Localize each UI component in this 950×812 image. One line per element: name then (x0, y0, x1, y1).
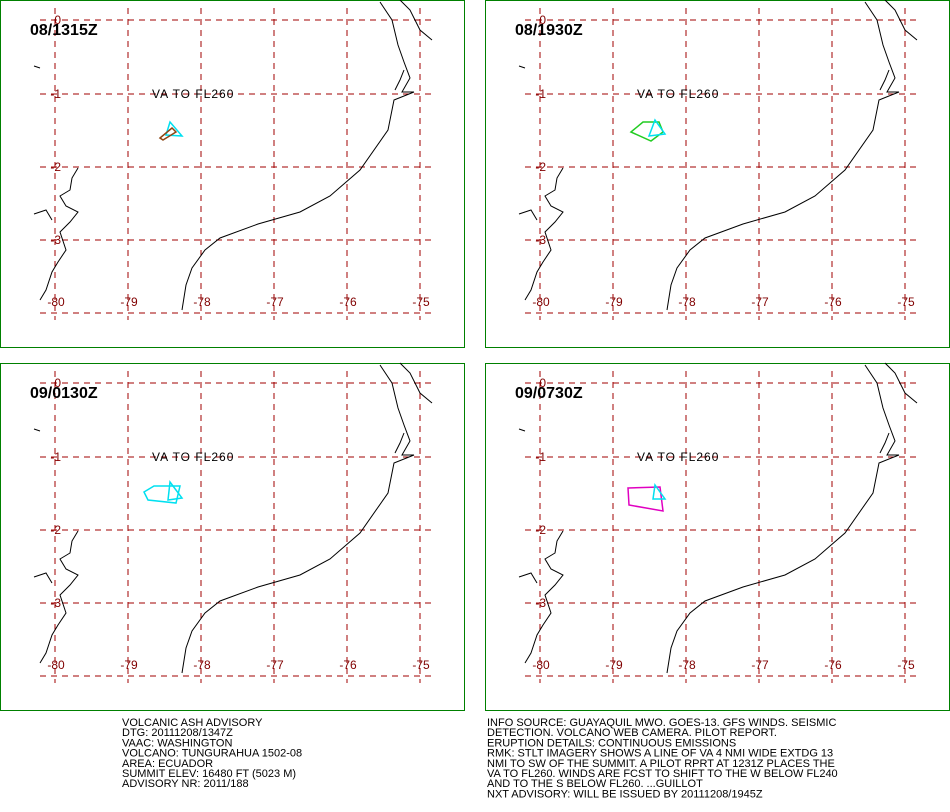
panel-time: 08/1930Z (515, 22, 583, 39)
panel-content (33, 362, 433, 683)
lon-label: -77 (266, 295, 284, 309)
ash-cloud (165, 120, 184, 137)
lat-label: 0 (539, 376, 546, 390)
lat-label: -3 (50, 596, 61, 610)
advisory-line: DETECTION. VOLCANO WEB CAMERA. PILOT REP… (487, 727, 777, 739)
coastline (518, 65, 564, 301)
lat-label: -2 (50, 160, 61, 174)
lon-label: -77 (751, 295, 769, 309)
panel-content (518, 0, 918, 320)
advisory-line: AND TO THE S BELOW FL260. ...GUILLOT (487, 778, 703, 790)
coastline (33, 428, 79, 664)
ash-cloud (158, 126, 178, 141)
lon-label: -80 (532, 295, 550, 309)
va-label: VA TO FL260 (637, 87, 719, 101)
lat-label: -1 (535, 450, 546, 464)
lon-label: -76 (824, 658, 842, 672)
panel-frame (485, 363, 950, 711)
coastline (181, 1, 415, 311)
lat-label: 0 (539, 13, 546, 27)
lon-label: -79 (120, 295, 138, 309)
lon-label: -79 (605, 658, 623, 672)
lat-label: 0 (54, 13, 61, 27)
panel-content (33, 0, 433, 320)
lon-label: -77 (266, 658, 284, 672)
lon-label: -75 (412, 295, 430, 309)
advisory-line: DTG: 20111208/1347Z (122, 727, 233, 739)
coastline (666, 1, 900, 311)
lat-label: -3 (535, 233, 546, 247)
panel-time: 08/1315Z (30, 22, 98, 39)
panel-frame (0, 0, 465, 348)
panel-time: 09/0730Z (515, 385, 583, 402)
advisory-line: ADVISORY NR: 2011/188 (122, 778, 249, 790)
ash-cloud (627, 486, 664, 512)
lon-label: -79 (120, 658, 138, 672)
ash-cloud (652, 483, 667, 500)
lon-label: -76 (824, 295, 842, 309)
ash-cloud (143, 485, 181, 504)
lon-label: -76 (339, 295, 357, 309)
va-label: VA TO FL260 (152, 87, 234, 101)
lon-label: -80 (47, 658, 65, 672)
advisory-line: INFO SOURCE: GUAYAQUIL MWO. GOES-13. GFS… (487, 717, 836, 729)
coastline (666, 364, 900, 674)
coastline (181, 364, 415, 674)
advisory-line: VOLCANIC ASH ADVISORY (122, 717, 263, 729)
ash-cloud (167, 480, 184, 501)
lat-label: -2 (535, 523, 546, 537)
advisory-line: NMI TO SW OF THE SUMMIT. A PILOT RPRT AT… (487, 758, 835, 770)
lon-label: -79 (605, 295, 623, 309)
panel-time: 09/0130Z (30, 385, 98, 402)
lon-label: -76 (339, 658, 357, 672)
lat-label: -2 (50, 523, 61, 537)
coastline (879, 0, 918, 91)
map-panel: 08/1315Z VA TO FL260 0 -1 -2 -3 -80 -79 -78 -77 -7… (0, 0, 465, 348)
map-panel: 09/0730Z VA TO FL260 0 -1 -2 -3 -80 -79 -78 -77 -7… (485, 362, 950, 711)
advisory-line: ERUPTION DETAILS: CONTINUOUS EMISSIONS (487, 737, 736, 749)
coastline (879, 362, 918, 454)
coastline (394, 362, 433, 454)
lat-label: -1 (50, 450, 61, 464)
advisory-line: AREA: ECUADOR (122, 758, 213, 770)
lat-label: -3 (535, 596, 546, 610)
ash-cloud (647, 118, 667, 137)
lat-label: -1 (535, 87, 546, 101)
va-label: VA TO FL260 (637, 450, 719, 464)
coastline (394, 0, 433, 91)
lat-label: -2 (535, 160, 546, 174)
lon-label: -77 (751, 658, 769, 672)
panel-frame (485, 0, 950, 348)
lon-label: -75 (897, 658, 915, 672)
panel-frame (0, 363, 465, 711)
lon-label: -78 (193, 658, 211, 672)
panel-content (518, 362, 918, 683)
va-label: VA TO FL260 (152, 450, 234, 464)
lat-label: -3 (50, 233, 61, 247)
advisory-line: NXT ADVISORY: WILL BE ISSUED BY 20111208… (487, 788, 763, 800)
map-panel: 08/1930Z VA TO FL260 0 -1 -2 -3 -80 -79 -78 -77 -7… (485, 0, 950, 348)
advisory-line: SUMMIT ELEV: 16480 FT (5023 M) (122, 768, 296, 780)
lon-label: -78 (678, 295, 696, 309)
coastline (518, 428, 564, 664)
ash-cloud (629, 121, 664, 142)
lon-label: -78 (678, 658, 696, 672)
advisory-line: VA TO FL260. WINDS ARE FCST TO SHIFT TO … (487, 768, 838, 780)
advisory-line: VAAC: WASHINGTON (122, 737, 232, 749)
lat-label: -1 (50, 87, 61, 101)
lat-label: 0 (54, 376, 61, 390)
lon-label: -75 (412, 658, 430, 672)
map-panel: 09/0130Z VA TO FL260 0 -1 -2 -3 -80 -79 -78 -77 -7… (0, 362, 465, 711)
coastline (33, 65, 79, 301)
advisory-line: VOLCANO: TUNGURAHUA 1502-08 (122, 748, 302, 760)
advisory-line: RMK: STLT IMAGERY SHOWS A LINE OF VA 4 N… (487, 748, 833, 760)
lon-label: -75 (897, 295, 915, 309)
lon-label: -80 (532, 658, 550, 672)
lon-label: -78 (193, 295, 211, 309)
lon-label: -80 (47, 295, 65, 309)
